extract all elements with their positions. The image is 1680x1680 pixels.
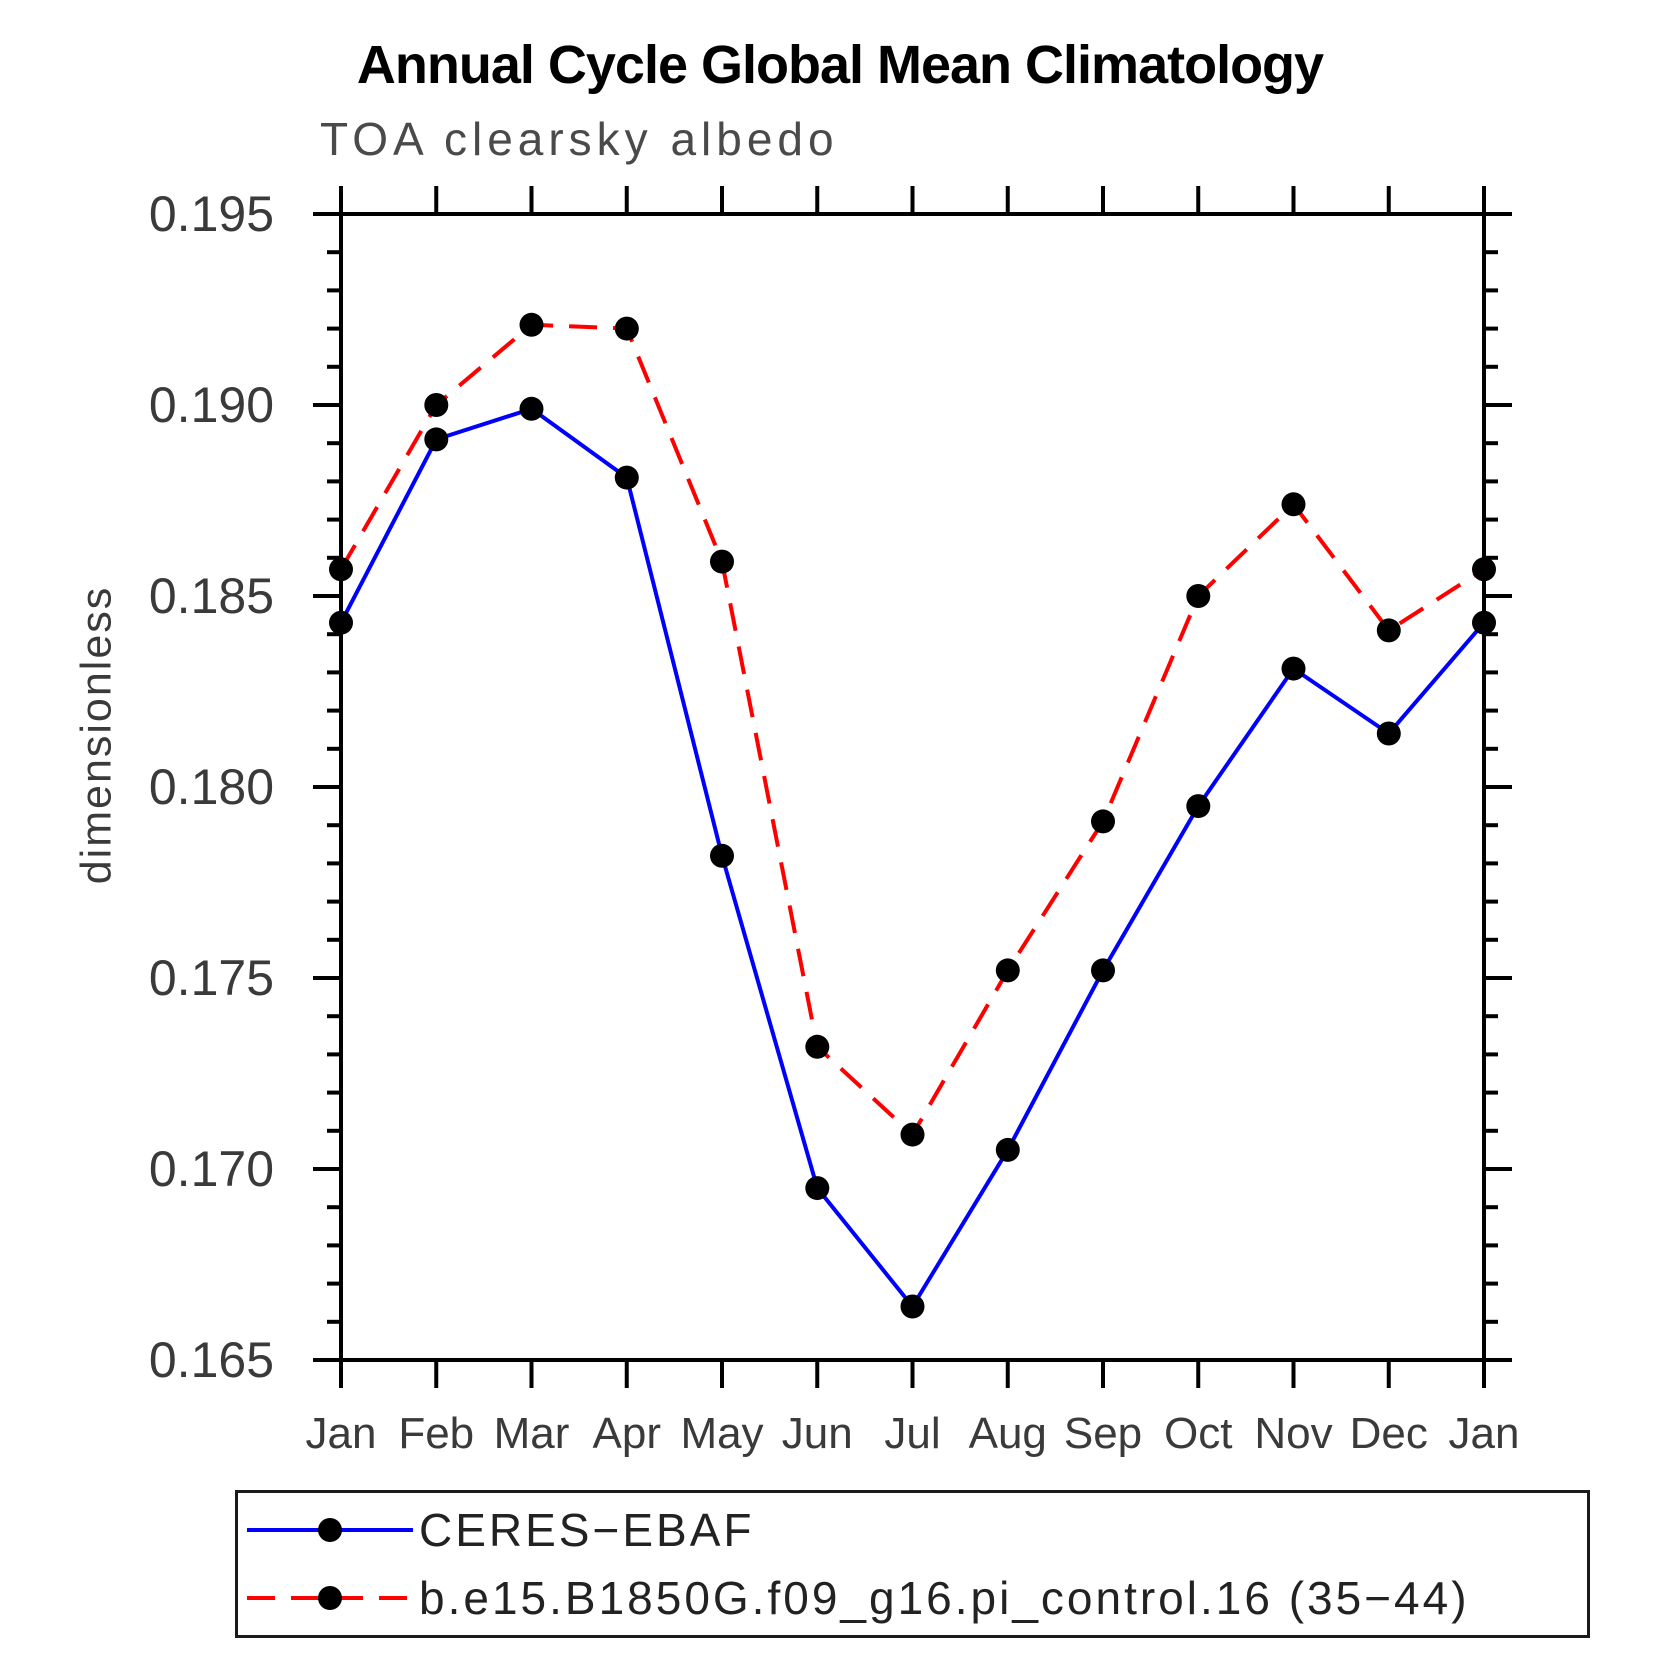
legend-swatch-obs [247,1518,413,1542]
x-tick-label: Jun [782,1409,853,1458]
series-marker-1 [1472,557,1496,582]
chart-subtitle: TOA clearsky albedo [320,113,839,165]
x-tick-label: Jan [306,1409,377,1458]
x-tick-label: Aug [969,1409,1047,1458]
y-tick-label: 0.180 [149,759,274,815]
legend-swatch-model [247,1586,413,1610]
series-marker-0 [900,1294,925,1319]
legend-item-model: b.e15.B1850G.f09_g16.pi_control.16 (35−4… [243,1567,1587,1629]
series-marker-0 [805,1176,830,1201]
series-marker-0 [614,465,639,490]
y-tick-label: 0.170 [149,1141,274,1197]
y-tick-label: 0.165 [149,1332,274,1388]
series-marker-1 [519,312,544,337]
series-marker-0 [519,396,544,421]
series-marker-1 [424,393,449,417]
x-tick-label: Jan [1449,1409,1520,1458]
series-line-1 [339,322,1486,1137]
x-tick-label: Oct [1164,1409,1232,1458]
series-marker-0 [1376,721,1401,746]
series-marker-0 [329,610,353,635]
series-marker-1 [329,557,353,582]
series-marker-0 [1186,794,1211,819]
legend-item-obs: CERES−EBAF [243,1499,1587,1561]
legend-box: CERES−EBAF b.e15.B1850G.f09_g16.pi_contr… [235,1490,1590,1638]
series-marker-1 [1091,809,1115,834]
series-marker-1 [995,958,1020,983]
y-tick-label: 0.185 [149,568,274,624]
chart-title: Annual Cycle Global Mean Climatology [356,35,1324,95]
series-marker-1 [900,1122,925,1147]
series-marker-1 [1281,492,1306,517]
x-tick-label: Mar [494,1409,570,1458]
x-tick-label: Sep [1064,1409,1142,1458]
x-tick-label: Apr [593,1409,661,1458]
x-tick-label: Dec [1350,1409,1428,1458]
series-marker-1 [710,549,734,574]
legend-label-obs: CERES−EBAF [419,1504,755,1556]
series-marker-0 [710,843,734,868]
series-marker-0 [424,427,449,452]
y-tick-label: 0.195 [149,186,274,242]
legend-sample-marker [318,1586,342,1610]
series-marker-0 [1091,958,1115,983]
series-marker-0 [1281,656,1306,681]
legend-label-model: b.e15.B1850G.f09_g16.pi_control.16 (35−4… [419,1572,1470,1624]
axis-box [339,212,1486,1362]
series-marker-0 [995,1137,1020,1162]
series-marker-1 [805,1034,830,1059]
y-tick-label: 0.175 [149,950,274,1006]
x-tick-label: Feb [398,1409,474,1458]
x-tick-label: May [680,1409,763,1458]
x-tick-label: Nov [1254,1409,1332,1458]
series-marker-0 [1472,610,1496,635]
series-marker-1 [1376,618,1401,643]
y-tick-label: 0.190 [149,377,274,433]
series-line-0 [339,406,1486,1309]
series-marker-1 [614,316,639,341]
legend-sample-marker [318,1518,342,1542]
series-marker-1 [1186,584,1211,608]
x-tick-label: Jul [884,1409,940,1458]
